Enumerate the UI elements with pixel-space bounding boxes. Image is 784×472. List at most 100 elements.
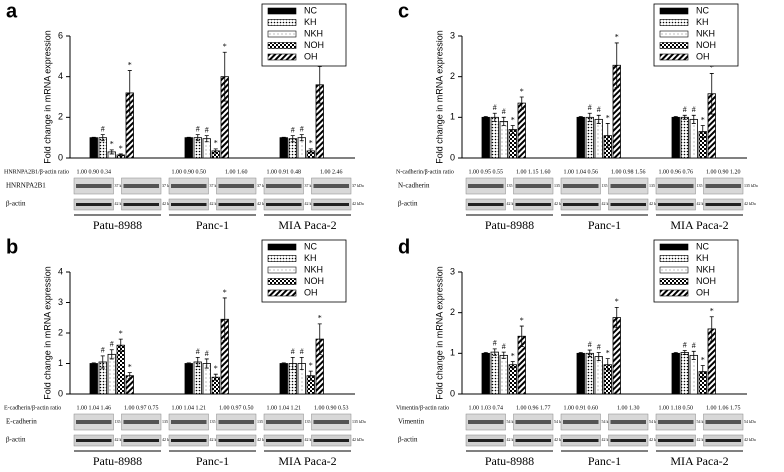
kda-label: 37 kDa	[305, 183, 317, 188]
error-bar	[195, 134, 200, 142]
significance-marker: *	[520, 316, 524, 325]
blot-band	[468, 203, 504, 206]
error-bar	[213, 373, 218, 381]
error-bar	[308, 148, 313, 154]
blot-band	[123, 439, 159, 442]
blot-band	[515, 203, 551, 206]
error-bar	[501, 351, 506, 360]
category-label: Patu-8988	[93, 454, 142, 468]
bar	[481, 116, 490, 159]
y-tick-label: 3	[450, 30, 455, 40]
legend-label: NOH	[696, 276, 716, 286]
error-bar	[492, 348, 497, 356]
error-bar	[195, 357, 200, 367]
bar	[116, 344, 125, 395]
blot-band	[76, 203, 112, 206]
significance-marker: *	[223, 42, 227, 51]
significance-marker: *	[511, 115, 515, 124]
significance-marker: *	[615, 33, 619, 42]
kda-label: 42 kDa	[162, 201, 174, 206]
error-bar	[290, 135, 295, 143]
ratio-label: 1.00 1.06 1.75	[706, 405, 741, 411]
error-bar	[290, 357, 295, 370]
significance-marker: #	[101, 124, 105, 133]
blot-band	[313, 203, 349, 206]
kda-label: 42 kDa	[507, 201, 519, 206]
ratio-label: 1.00 0.96 0.76	[659, 169, 694, 175]
ratio-label: 1.00 1.04 1.21	[267, 405, 302, 411]
legend-label: NOH	[696, 40, 716, 50]
blot-band	[218, 203, 254, 206]
bar	[490, 116, 499, 159]
blot-band	[171, 420, 207, 424]
ratio-label: 1.00 0.98 1.56	[611, 169, 646, 175]
significance-marker: *	[520, 87, 524, 96]
blot-band	[76, 184, 112, 188]
error-bar	[596, 114, 601, 124]
significance-marker: *	[710, 307, 714, 316]
blot-band	[171, 439, 207, 442]
error-bar	[281, 362, 286, 365]
legend-label: NC	[304, 241, 317, 251]
significance-marker: #	[588, 103, 592, 112]
error-bar	[578, 352, 583, 355]
significance-marker: #	[588, 340, 592, 349]
significance-marker: *	[318, 314, 322, 323]
significance-marker: *	[511, 351, 515, 360]
significance-marker: *	[119, 144, 123, 153]
error-bar	[317, 66, 322, 104]
error-bar	[483, 116, 488, 119]
legend-swatch	[659, 255, 689, 262]
significance-marker: *	[710, 63, 714, 72]
bar	[279, 363, 288, 395]
legend-swatch	[659, 53, 689, 61]
error-bar	[510, 125, 515, 134]
y-tick-label: 1	[58, 358, 63, 368]
legend-swatch	[267, 19, 297, 26]
significance-marker: #	[692, 105, 696, 114]
blot-band	[313, 184, 349, 188]
bar	[689, 118, 698, 159]
error-bar	[519, 325, 524, 347]
error-bar	[91, 362, 96, 365]
bar	[481, 352, 490, 395]
significance-marker: *	[701, 355, 705, 364]
error-bar	[186, 362, 191, 365]
y-tick-label: 0	[58, 388, 63, 398]
blot-label: N-cadherin	[398, 182, 430, 190]
ratio-label: 1.00 1.30	[617, 405, 640, 411]
significance-marker: *	[223, 288, 227, 297]
significance-marker: #	[300, 347, 304, 356]
error-bar	[281, 136, 286, 139]
significance-marker: *	[309, 139, 313, 148]
error-bar	[682, 350, 687, 355]
error-bar	[673, 352, 678, 355]
blot-band	[658, 184, 694, 188]
error-bar	[204, 135, 209, 143]
ratio-label: 1.00 1.04 1.21	[172, 405, 207, 411]
error-bar	[204, 358, 209, 369]
kda-label: 54 kDa	[649, 419, 661, 424]
error-bar	[222, 297, 227, 342]
y-tick-label: 0	[450, 152, 455, 162]
blot-band	[123, 420, 159, 424]
legend-label: KH	[696, 17, 709, 27]
kda-label: 42 kDa	[649, 437, 661, 442]
legend-swatch	[267, 289, 297, 297]
kda-label: 42 kDa	[305, 437, 317, 442]
ratio-label: 1.00 1.04 0.56	[564, 169, 599, 175]
category-label: Patu-8988	[485, 454, 534, 468]
legend-swatch	[267, 42, 297, 49]
blot-band	[610, 184, 646, 188]
bar	[689, 354, 698, 395]
panel-label: b	[6, 236, 18, 258]
bar	[184, 137, 193, 159]
kda-label: 42 kDa	[602, 201, 614, 206]
category-label: Panc-1	[588, 454, 621, 468]
chart-panel: b Fold change in mRNA expression 0 1 2 3 4 # # * *…	[4, 236, 366, 468]
kda-label: 42 kDa	[257, 201, 269, 206]
ratio-title: E-cadherin/β-actin ratio	[4, 405, 61, 411]
bar	[612, 317, 621, 395]
error-bar	[510, 361, 515, 369]
error-bar	[317, 323, 322, 355]
